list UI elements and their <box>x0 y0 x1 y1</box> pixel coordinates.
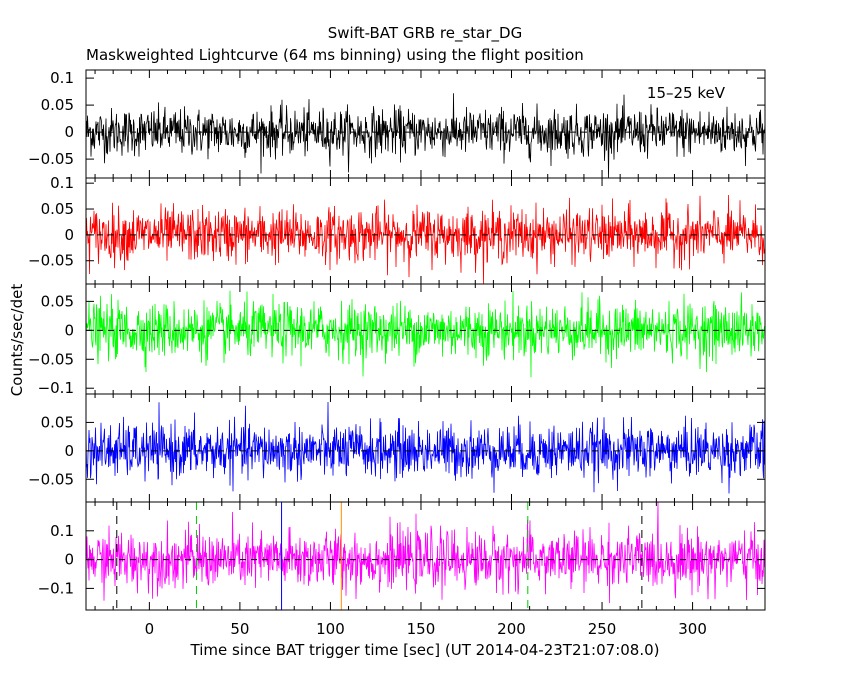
y-tick-label-2-2: 0 <box>64 226 74 244</box>
panel-2: −0.05 0 0.05 0.1 <box>28 174 766 285</box>
lightcurve-1 <box>85 93 766 179</box>
x-tick-label-6: 250 <box>588 620 617 638</box>
chart-title: Swift-BAT GRB re_star_DG <box>328 24 522 43</box>
y-tick-label-2-1: −0.05 <box>28 252 74 270</box>
y-tick-label-3-2: −0.05 <box>28 350 74 368</box>
chart-subtitle: Maskweighted Lightcurve (64 ms binning) … <box>86 46 584 64</box>
y-tick-label-2-3: 0.05 <box>41 200 74 218</box>
y-tick-label-1-1: −0.05 <box>28 150 74 168</box>
lightcurve-2 <box>85 194 766 285</box>
panel-5: −0.1 0 0.1 <box>38 501 766 611</box>
y-tick-label-4-3: 0.05 <box>41 413 74 431</box>
panel-label-1: 15–25 keV <box>647 84 726 102</box>
y-tick-label-5-1: −0.1 <box>38 579 74 597</box>
y-tick-label-4-2: 0 <box>64 442 74 460</box>
panel-frame-5 <box>85 501 766 611</box>
panel-3: −0.1 −0.05 0 0.05 <box>28 283 766 397</box>
x-tick-label-3: 100 <box>316 620 345 638</box>
y-tick-label-5-3: 0.1 <box>50 522 74 540</box>
lightcurve-4 <box>85 401 766 494</box>
x-tick-label-1: 0 <box>145 620 155 638</box>
lightcurve-5 <box>85 501 766 604</box>
y-tick-label-5-2: 0 <box>64 551 74 569</box>
lightcurve-3 <box>85 290 766 378</box>
y-axis-label: Counts/sec/det <box>8 284 26 397</box>
y-tick-label-4-1: −0.05 <box>28 470 74 488</box>
x-tick-label-7: 300 <box>678 620 707 638</box>
x-axis-label: Time since BAT trigger time [sec] (UT 20… <box>190 641 660 659</box>
x-tick-label-2: 50 <box>230 620 249 638</box>
y-tick-label-2-4: 0.1 <box>50 174 74 192</box>
panel-1: −0.05 0 0.05 0.1 15–25 keV <box>28 69 766 179</box>
x-tick-label-4: 150 <box>407 620 436 638</box>
y-tick-label-3-4: 0.05 <box>41 292 74 310</box>
panel-4: −0.05 0 0.05 <box>28 393 766 503</box>
y-tick-label-1-3: 0.05 <box>41 96 74 114</box>
y-tick-label-3-3: 0 <box>64 321 74 339</box>
x-tick-label-5: 200 <box>497 620 526 638</box>
y-tick-label-1-2: 0 <box>64 123 74 141</box>
y-tick-label-1-4: 0.1 <box>50 69 74 87</box>
y-tick-label-3-1: −0.1 <box>38 379 74 397</box>
